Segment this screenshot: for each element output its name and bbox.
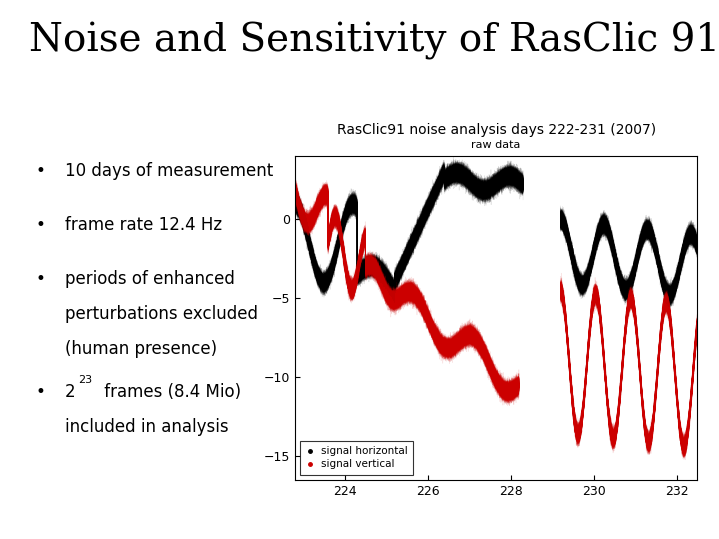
Text: 10 days of measurement: 10 days of measurement	[65, 162, 273, 179]
Text: •: •	[36, 216, 46, 233]
Legend: signal horizontal, signal vertical: signal horizontal, signal vertical	[300, 441, 413, 474]
Text: •: •	[36, 383, 46, 400]
Text: 23: 23	[78, 375, 92, 385]
Text: 2: 2	[65, 383, 75, 400]
Title: RasClic91 noise analysis days 222-231 (2007): RasClic91 noise analysis days 222-231 (2…	[336, 123, 656, 137]
Text: raw data: raw data	[472, 140, 521, 150]
Text: perturbations excluded: perturbations excluded	[65, 305, 257, 322]
Text: periods of enhanced: periods of enhanced	[65, 270, 234, 287]
Text: included in analysis: included in analysis	[65, 418, 229, 436]
Text: (human presence): (human presence)	[65, 340, 217, 357]
Text: frame rate 12.4 Hz: frame rate 12.4 Hz	[65, 216, 222, 233]
Text: •: •	[36, 270, 46, 287]
Text: frames (8.4 Mio): frames (8.4 Mio)	[99, 383, 242, 400]
Text: •: •	[36, 162, 46, 179]
Text: Noise and Sensitivity of RasClic 91: Noise and Sensitivity of RasClic 91	[29, 22, 719, 60]
